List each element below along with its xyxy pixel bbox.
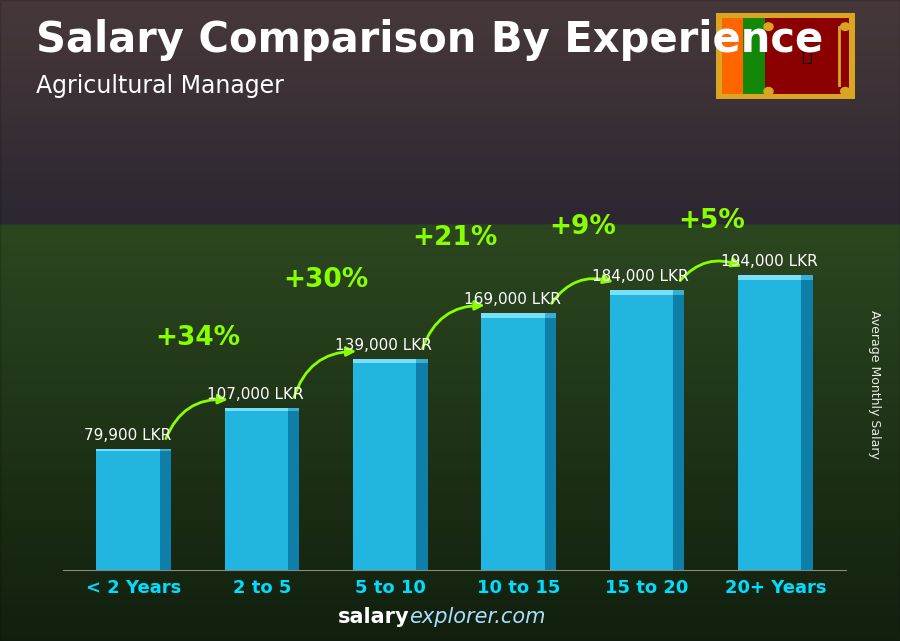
FancyArrowPatch shape xyxy=(552,275,610,303)
Text: Agricultural Manager: Agricultural Manager xyxy=(36,74,284,97)
Text: +34%: +34% xyxy=(155,325,240,351)
Bar xyxy=(802,275,813,281)
Text: 194,000 LKR: 194,000 LKR xyxy=(721,254,817,269)
Text: +5%: +5% xyxy=(678,208,744,234)
Text: salary: salary xyxy=(338,607,410,627)
Bar xyxy=(544,313,556,318)
Text: +30%: +30% xyxy=(284,267,369,294)
Bar xyxy=(225,408,288,410)
Text: 🦁: 🦁 xyxy=(802,47,812,65)
FancyArrowPatch shape xyxy=(422,301,482,349)
Bar xyxy=(159,449,171,451)
Bar xyxy=(673,290,684,296)
Bar xyxy=(96,449,159,451)
Bar xyxy=(482,313,544,318)
Text: +21%: +21% xyxy=(412,225,497,251)
Circle shape xyxy=(841,23,850,30)
Bar xyxy=(288,408,299,410)
Bar xyxy=(610,290,673,296)
Text: 107,000 LKR: 107,000 LKR xyxy=(207,387,304,401)
Text: 139,000 LKR: 139,000 LKR xyxy=(336,338,432,353)
Bar xyxy=(610,290,673,570)
Bar xyxy=(482,313,544,570)
Text: explorer.com: explorer.com xyxy=(410,607,546,627)
FancyArrowPatch shape xyxy=(680,259,739,281)
Bar xyxy=(738,275,802,570)
Bar xyxy=(288,408,299,570)
Bar xyxy=(353,359,417,363)
Bar xyxy=(802,275,813,570)
Bar xyxy=(673,290,684,570)
Text: 79,900 LKR: 79,900 LKR xyxy=(84,428,171,443)
Bar xyxy=(743,18,765,94)
FancyArrowPatch shape xyxy=(166,395,225,438)
Text: Average Monthly Salary: Average Monthly Salary xyxy=(868,310,881,459)
Bar xyxy=(96,449,159,570)
Circle shape xyxy=(841,88,850,95)
Text: 169,000 LKR: 169,000 LKR xyxy=(464,292,561,307)
Bar xyxy=(738,275,802,281)
Circle shape xyxy=(764,23,773,30)
Text: 184,000 LKR: 184,000 LKR xyxy=(592,269,688,285)
Bar xyxy=(722,18,743,94)
Bar xyxy=(417,359,428,570)
Bar xyxy=(765,18,849,94)
Text: Salary Comparison By Experience: Salary Comparison By Experience xyxy=(36,19,824,62)
FancyArrowPatch shape xyxy=(294,347,353,397)
Bar xyxy=(417,359,428,363)
Bar xyxy=(544,313,556,570)
Bar xyxy=(159,449,171,570)
Bar xyxy=(353,359,417,570)
Circle shape xyxy=(764,88,773,95)
Text: +9%: +9% xyxy=(549,214,616,240)
Bar xyxy=(225,408,288,570)
